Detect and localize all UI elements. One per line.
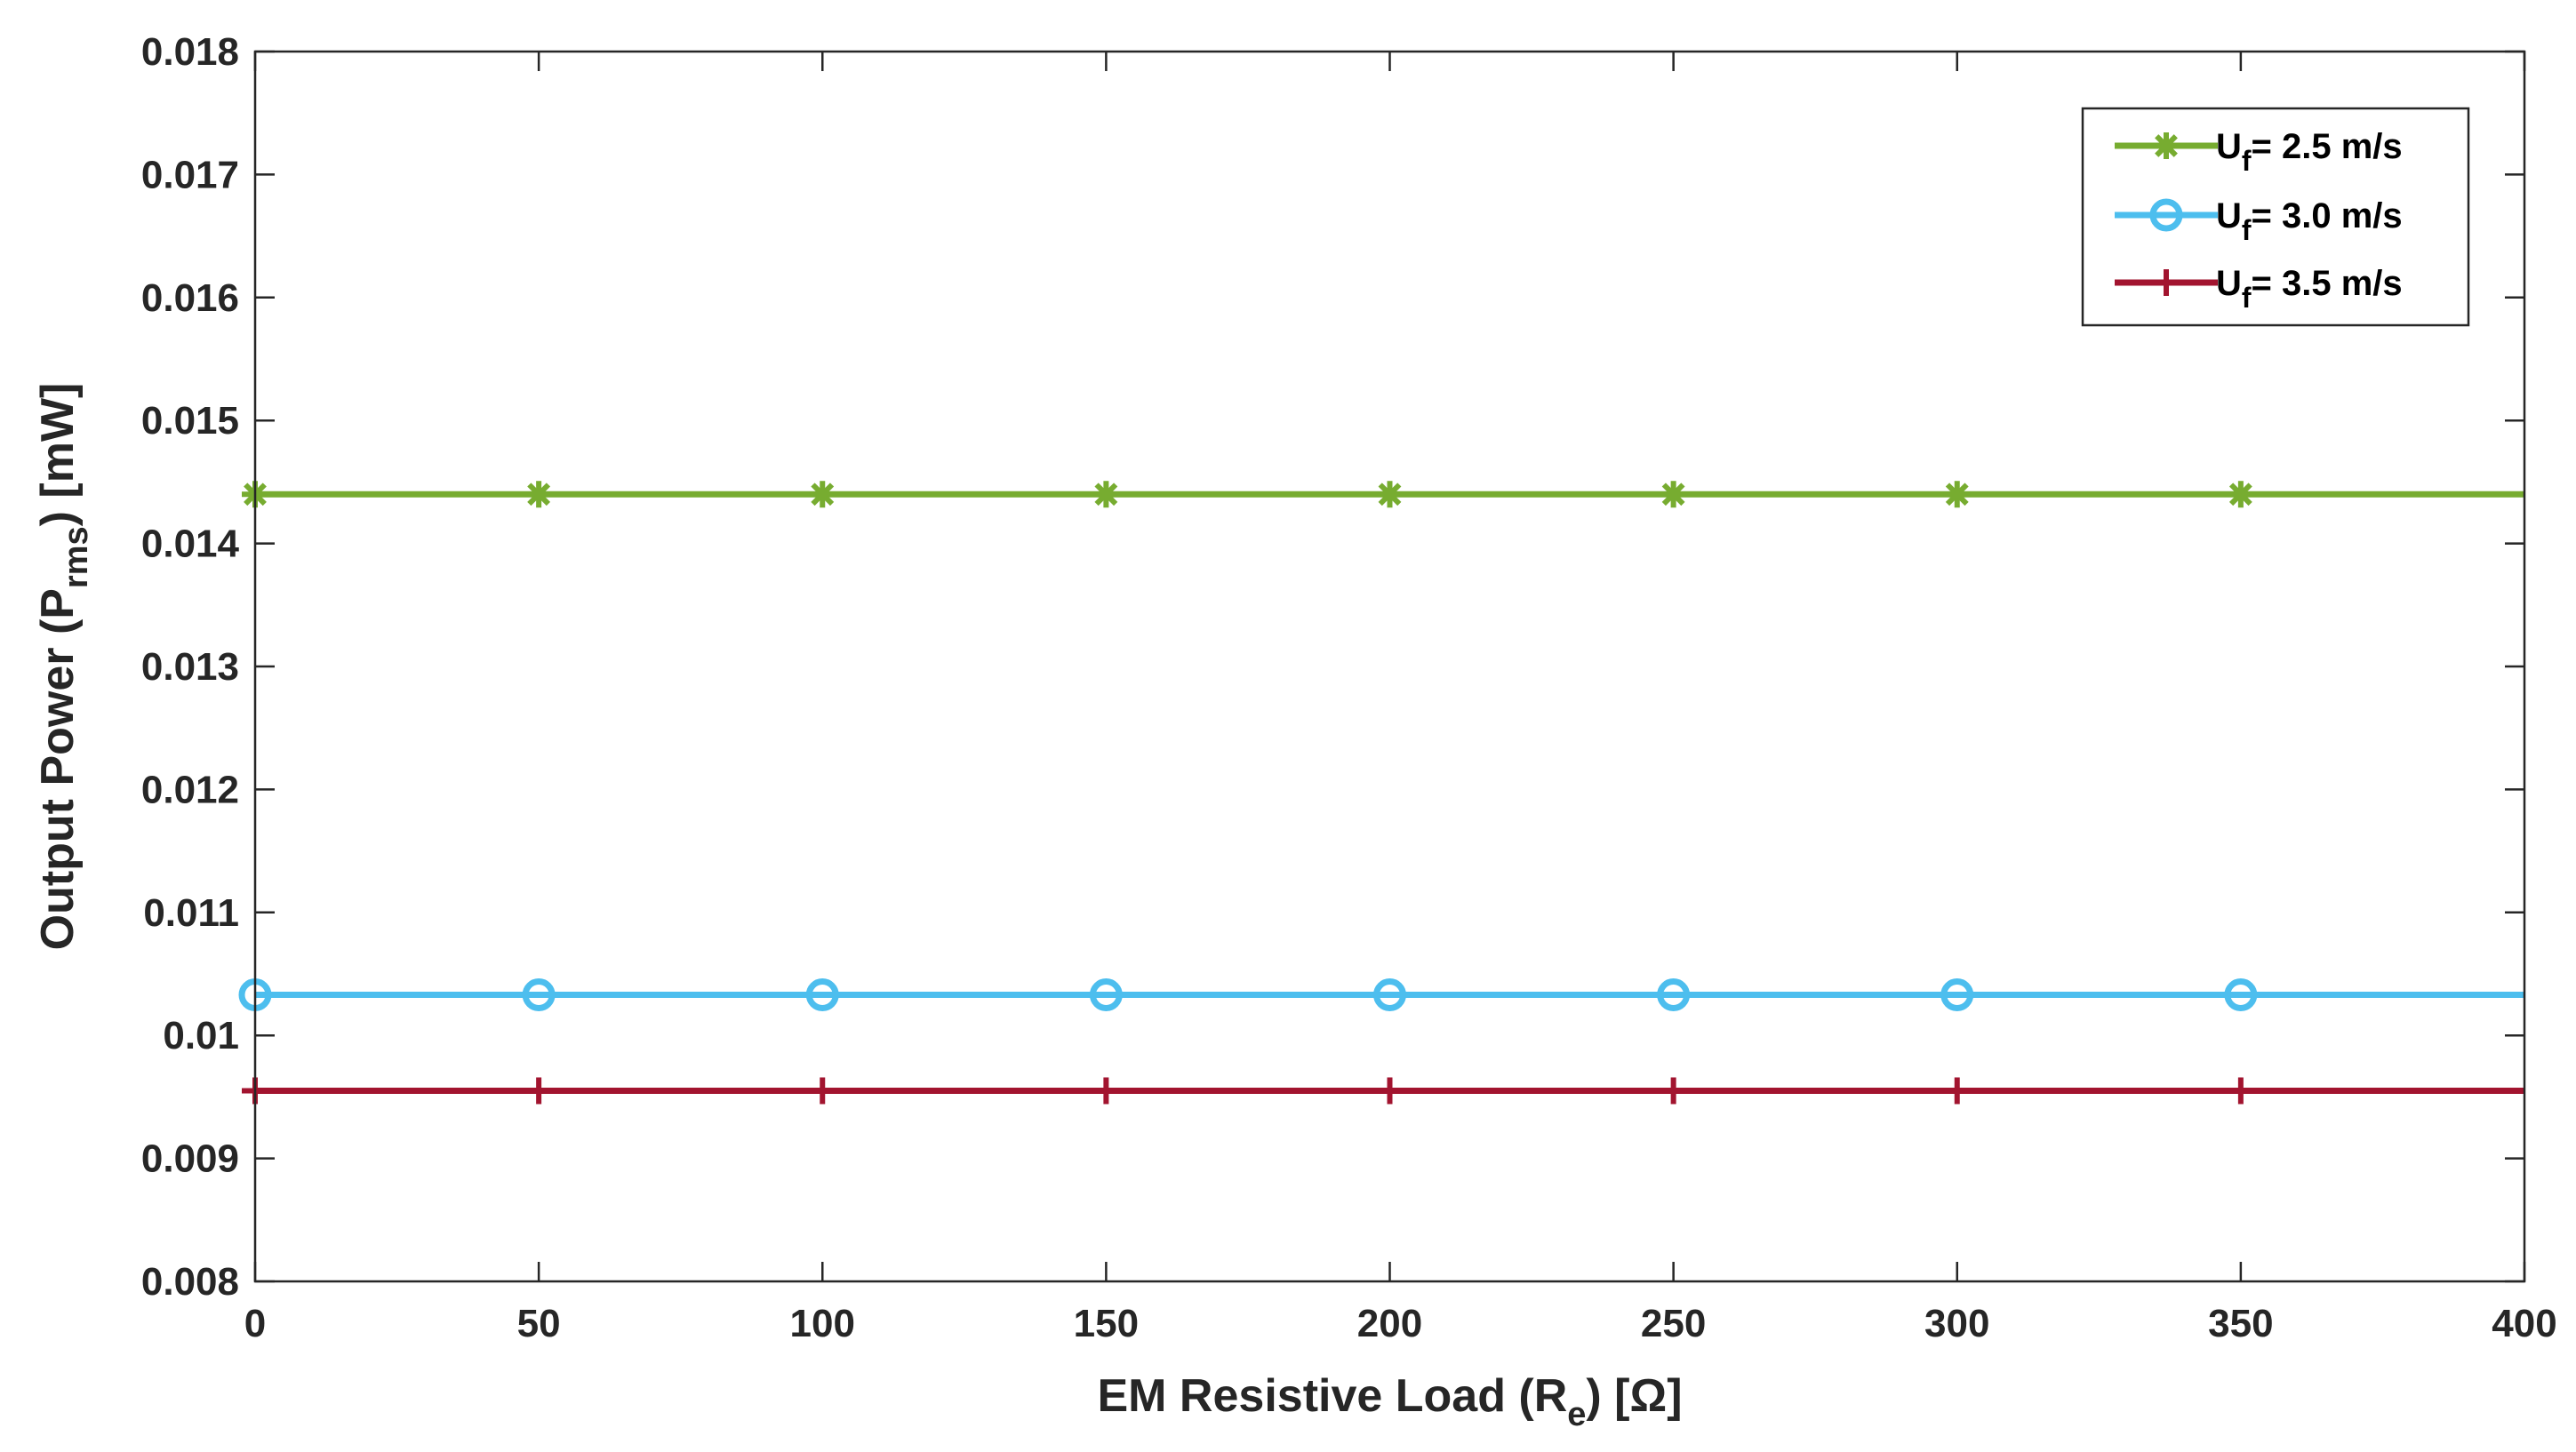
- y-axis-label-prefix: Output Power (P: [32, 588, 84, 950]
- x-axis-label-prefix: EM Resistive Load (R: [1097, 1370, 1567, 1422]
- labels-layer: EM Resistive Load (Re) [Ω] Output Power …: [32, 383, 1683, 1433]
- data-point-3-2: [525, 1077, 553, 1105]
- data-point-1-4: [1092, 481, 1120, 508]
- x-tick-label: 0: [244, 1302, 266, 1345]
- y-tick-label: 0.018: [141, 30, 239, 74]
- y-axis-label-suffix: ) [mW]: [32, 383, 84, 527]
- legend-marker: [2153, 269, 2180, 296]
- y-tick-label: 0.009: [141, 1137, 239, 1181]
- y-tick-label: 0.014: [141, 523, 240, 566]
- x-tick-label: 200: [1357, 1302, 1422, 1345]
- x-axis-label-suffix: ) [Ω]: [1586, 1370, 1682, 1422]
- x-tick-label: 100: [790, 1302, 855, 1345]
- y-tick-label: 0.01: [163, 1014, 239, 1057]
- y-tick-label: 0.013: [141, 645, 239, 689]
- legend-label: Uf= 3.0 m/s: [2216, 196, 2403, 246]
- data-point-3-6: [1660, 1077, 1687, 1105]
- y-tick-label: 0.015: [141, 399, 239, 443]
- data-point-1-3: [809, 481, 836, 508]
- x-tick-label: 250: [1641, 1302, 1706, 1345]
- x-tick-label: 350: [2208, 1302, 2273, 1345]
- y-tick-label: 0.016: [141, 276, 239, 320]
- data-point-2-8: [2224, 978, 2258, 1012]
- data-point-2-5: [1373, 978, 1406, 1012]
- data-point-1-2: [525, 481, 553, 508]
- x-axis-label-subscript: e: [1567, 1396, 1586, 1433]
- x-tick-label: 50: [517, 1302, 561, 1345]
- data-point-2-3: [805, 978, 839, 1012]
- data-point-2-7: [1940, 978, 1974, 1012]
- y-tick-label: 0.008: [141, 1260, 239, 1304]
- legend-entry-3: Uf= 3.5 m/s: [2115, 264, 2403, 314]
- data-point-1-8: [2227, 481, 2254, 508]
- legend-marker: [2149, 198, 2183, 232]
- legend-label: Uf= 2.5 m/s: [2216, 127, 2403, 177]
- y-tick-label: 0.011: [143, 891, 239, 935]
- data-point-1-7: [1943, 481, 1971, 508]
- data-point-3-5: [1376, 1077, 1404, 1105]
- data-point-3-7: [1943, 1077, 1971, 1105]
- legend: Uf= 2.5 m/s Uf= 3.0 m/s Uf= 3.5 m/s: [2081, 107, 2470, 327]
- legend-marker: [2153, 132, 2180, 159]
- y-tick-label: 0.012: [141, 768, 239, 811]
- legend-label: Uf= 3.5 m/s: [2216, 264, 2403, 314]
- y-axis-label: Output Power (Prms) [mW]: [32, 383, 95, 951]
- data-point-3-4: [1092, 1077, 1120, 1105]
- legend-entry-1: Uf= 2.5 m/s: [2115, 127, 2403, 177]
- x-tick-label: 300: [1924, 1302, 1989, 1345]
- data-point-2-4: [1089, 978, 1123, 1012]
- y-tick-label: 0.017: [141, 153, 239, 196]
- x-tick-label: 400: [2492, 1302, 2556, 1345]
- data-point-3-8: [2227, 1077, 2254, 1105]
- legend-entry-2: Uf= 3.0 m/s: [2115, 196, 2403, 246]
- x-tick-label: 150: [1074, 1302, 1139, 1345]
- data-point-1-6: [1660, 481, 1687, 508]
- data-point-3-3: [809, 1077, 836, 1105]
- data-point-2-2: [522, 978, 556, 1012]
- data-point-1-5: [1376, 481, 1404, 508]
- y-axis-label-subscript: rms: [58, 526, 95, 588]
- data-point-2-6: [1657, 978, 1691, 1012]
- axes-layer: 0 50 100 150 200 250 300 350 400 0.008 0.009 0.01 0.…: [141, 30, 2557, 1345]
- x-axis-label: EM Resistive Load (Re) [Ω]: [1097, 1370, 1682, 1433]
